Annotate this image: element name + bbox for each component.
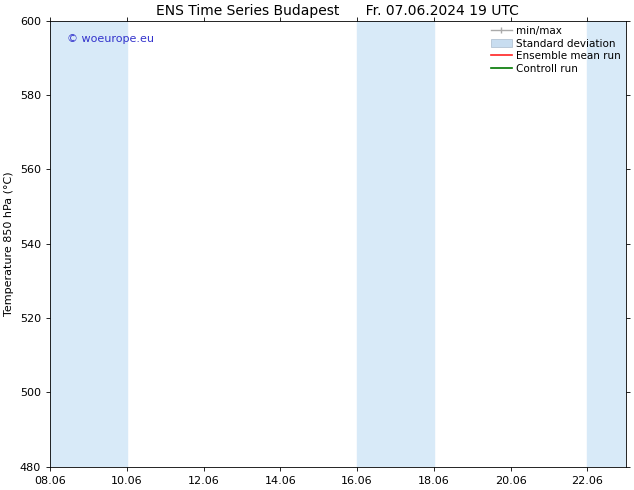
Title: ENS Time Series Budapest      Fr. 07.06.2024 19 UTC: ENS Time Series Budapest Fr. 07.06.2024 … <box>157 4 519 18</box>
Legend: min/max, Standard deviation, Ensemble mean run, Controll run: min/max, Standard deviation, Ensemble me… <box>489 24 623 76</box>
Bar <box>50 21 127 467</box>
Text: © woeurope.eu: © woeurope.eu <box>67 34 154 44</box>
Y-axis label: Temperature 850 hPa (°C): Temperature 850 hPa (°C) <box>4 172 14 316</box>
Bar <box>587 21 626 467</box>
Bar <box>357 21 434 467</box>
